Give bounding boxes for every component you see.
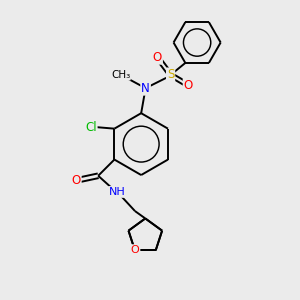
Text: Cl: Cl <box>85 121 97 134</box>
Text: N: N <box>141 82 150 95</box>
Text: O: O <box>130 245 139 255</box>
Text: S: S <box>167 68 174 81</box>
Text: O: O <box>130 245 139 255</box>
Text: O: O <box>184 79 193 92</box>
Text: NH: NH <box>109 187 126 197</box>
Text: O: O <box>71 174 81 187</box>
Text: O: O <box>153 51 162 64</box>
Text: CH₃: CH₃ <box>111 70 130 80</box>
